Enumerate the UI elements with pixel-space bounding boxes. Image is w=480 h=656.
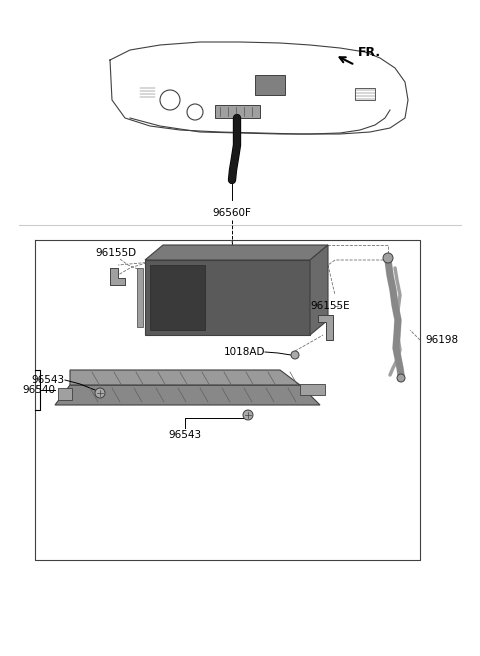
Polygon shape — [58, 388, 72, 400]
Polygon shape — [137, 268, 143, 327]
Text: 96543: 96543 — [168, 430, 202, 440]
Polygon shape — [70, 370, 300, 385]
Polygon shape — [55, 385, 320, 405]
Text: 96540: 96540 — [22, 385, 55, 395]
Text: 96155E: 96155E — [310, 301, 349, 311]
Circle shape — [383, 253, 393, 263]
Text: 96560F: 96560F — [213, 208, 252, 218]
Polygon shape — [310, 245, 328, 335]
Polygon shape — [110, 268, 125, 285]
Text: 96543: 96543 — [32, 375, 65, 385]
Text: 1018AD: 1018AD — [224, 347, 265, 357]
Polygon shape — [150, 265, 205, 330]
Polygon shape — [307, 268, 313, 327]
Polygon shape — [145, 245, 328, 260]
Polygon shape — [255, 75, 285, 95]
Polygon shape — [215, 105, 260, 118]
Polygon shape — [300, 384, 325, 395]
Circle shape — [243, 410, 253, 420]
Circle shape — [291, 351, 299, 359]
Text: FR.: FR. — [358, 45, 381, 58]
Text: 96198: 96198 — [425, 335, 458, 345]
Text: 96155D: 96155D — [95, 248, 136, 258]
Polygon shape — [318, 315, 333, 340]
Circle shape — [95, 388, 105, 398]
Polygon shape — [145, 260, 310, 335]
Circle shape — [397, 374, 405, 382]
